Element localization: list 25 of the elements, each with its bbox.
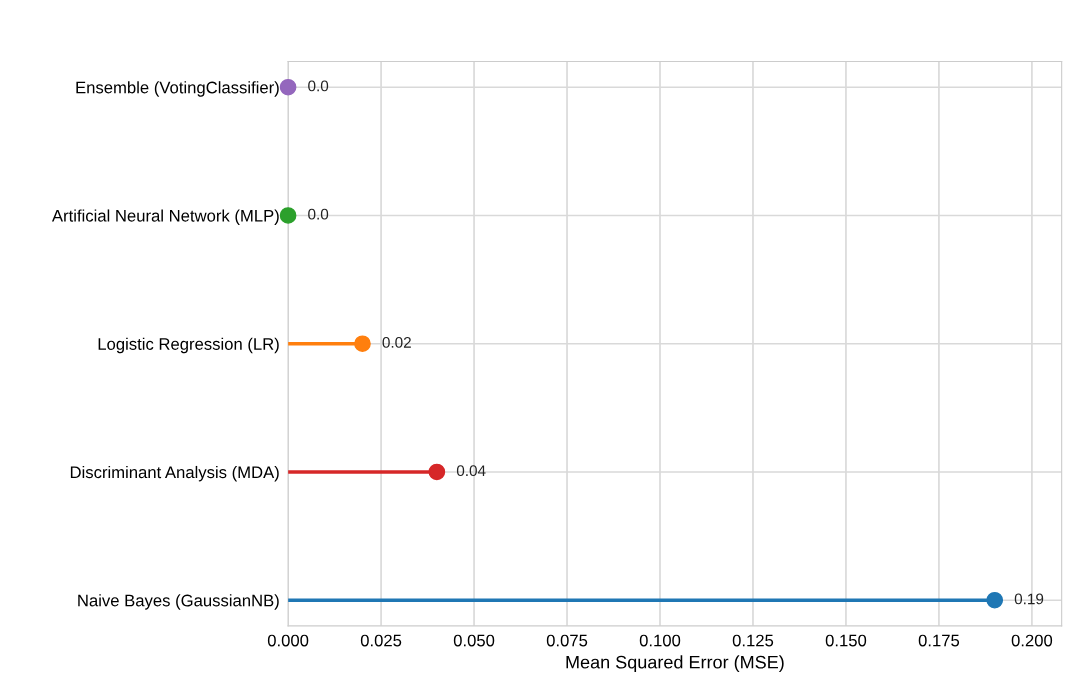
point xyxy=(354,335,371,353)
x-tick-label: 0.150 xyxy=(825,634,867,647)
point xyxy=(428,463,446,481)
x-tick-label: 0.025 xyxy=(360,634,402,647)
y-tick-label: Naive Bayes (GaussianNB) xyxy=(78,594,279,610)
data-label: 0.04 xyxy=(456,465,486,477)
x-tick-label: 0.200 xyxy=(1011,634,1053,647)
x-tick-label: 0.050 xyxy=(453,634,495,647)
y-tick-label: Logistic Regression (LR) xyxy=(98,337,279,354)
point xyxy=(986,591,1004,609)
y-tick-label: Artificial Neural Network (MLP) xyxy=(51,209,279,225)
x-tick-label: 0.000 xyxy=(267,634,309,647)
data-label: 0.19 xyxy=(1014,593,1044,605)
x-tick-label: 0.125 xyxy=(732,634,774,647)
data-label: 0.0 xyxy=(308,80,329,92)
y-tick-label: Discriminant Analysis (MDA) xyxy=(70,465,279,482)
x-tick-label: 0.100 xyxy=(639,634,681,647)
y-tick-label: Ensemble (VotingClassifier) xyxy=(76,81,279,97)
data-label: 0.02 xyxy=(382,336,411,348)
x-tick-label: 0.175 xyxy=(918,634,960,647)
x-tick-label: 0.075 xyxy=(546,634,588,647)
data-label: 0.0 xyxy=(308,208,329,220)
point xyxy=(279,207,297,224)
point xyxy=(279,78,297,96)
x-axis-title: Mean Squared Error (MSE) xyxy=(566,655,784,673)
